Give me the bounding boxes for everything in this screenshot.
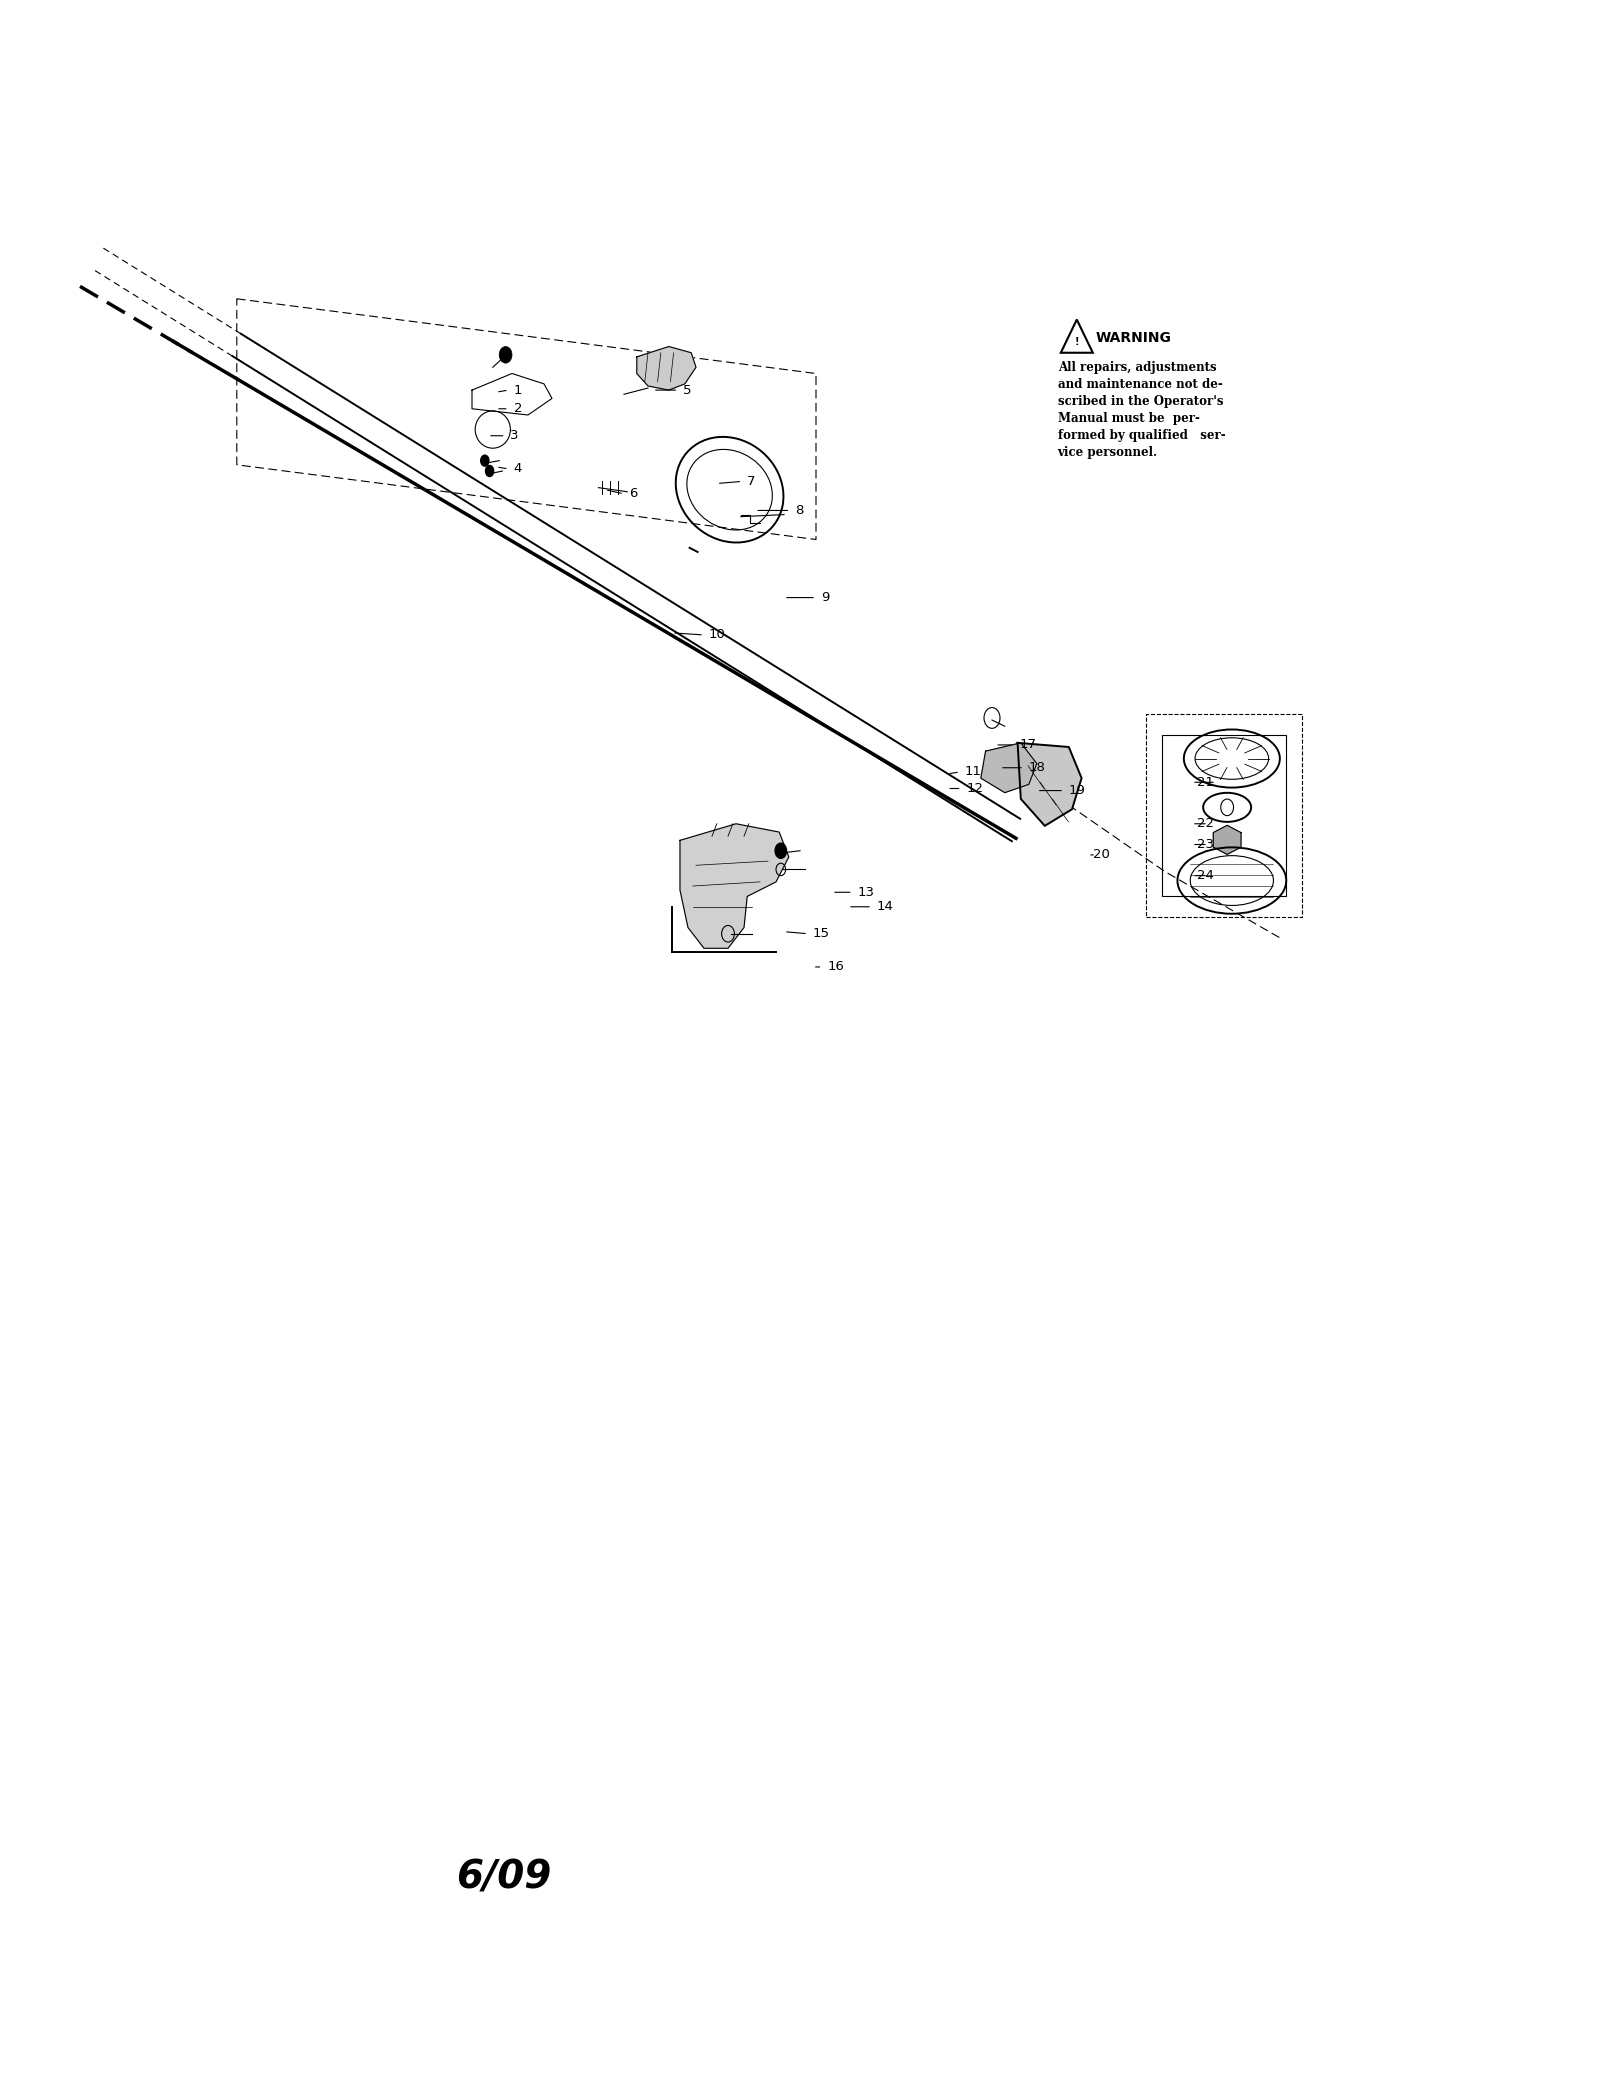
Text: 3: 3 [510, 430, 518, 442]
Text: 9: 9 [821, 591, 829, 604]
Circle shape [485, 465, 494, 477]
Text: 8: 8 [795, 504, 803, 517]
Polygon shape [680, 824, 789, 948]
Polygon shape [1018, 743, 1082, 826]
Text: 12: 12 [966, 782, 984, 795]
Text: 5: 5 [683, 384, 691, 396]
Polygon shape [981, 743, 1037, 793]
Text: 24: 24 [1197, 869, 1214, 882]
Text: 18: 18 [1029, 762, 1046, 774]
Text: All repairs, adjustments
and maintenance not de-
scribed in the Operator's
Manua: All repairs, adjustments and maintenance… [1058, 361, 1226, 459]
Text: 13: 13 [858, 886, 875, 898]
Text: 6: 6 [629, 488, 637, 500]
Text: 21: 21 [1197, 776, 1214, 788]
Text: 22: 22 [1197, 818, 1214, 830]
Text: 19: 19 [1069, 784, 1086, 797]
Text: 7: 7 [747, 475, 755, 488]
Text: 10: 10 [709, 629, 726, 641]
Text: 15: 15 [813, 928, 830, 940]
Circle shape [480, 454, 490, 467]
Circle shape [774, 842, 787, 859]
Text: 20: 20 [1093, 849, 1110, 861]
Text: 14: 14 [877, 901, 894, 913]
Polygon shape [1213, 826, 1242, 855]
Text: 2: 2 [514, 403, 522, 415]
Text: 6/09: 6/09 [456, 1859, 552, 1897]
Text: 16: 16 [827, 961, 845, 973]
Text: 1: 1 [514, 384, 522, 396]
Text: !: ! [1075, 338, 1078, 347]
Text: 17: 17 [1019, 739, 1037, 751]
Text: WARNING: WARNING [1096, 332, 1171, 344]
Circle shape [499, 347, 512, 363]
Text: 11: 11 [965, 766, 982, 778]
Text: 4: 4 [514, 463, 522, 475]
Polygon shape [637, 347, 696, 390]
Text: 23: 23 [1197, 838, 1214, 851]
